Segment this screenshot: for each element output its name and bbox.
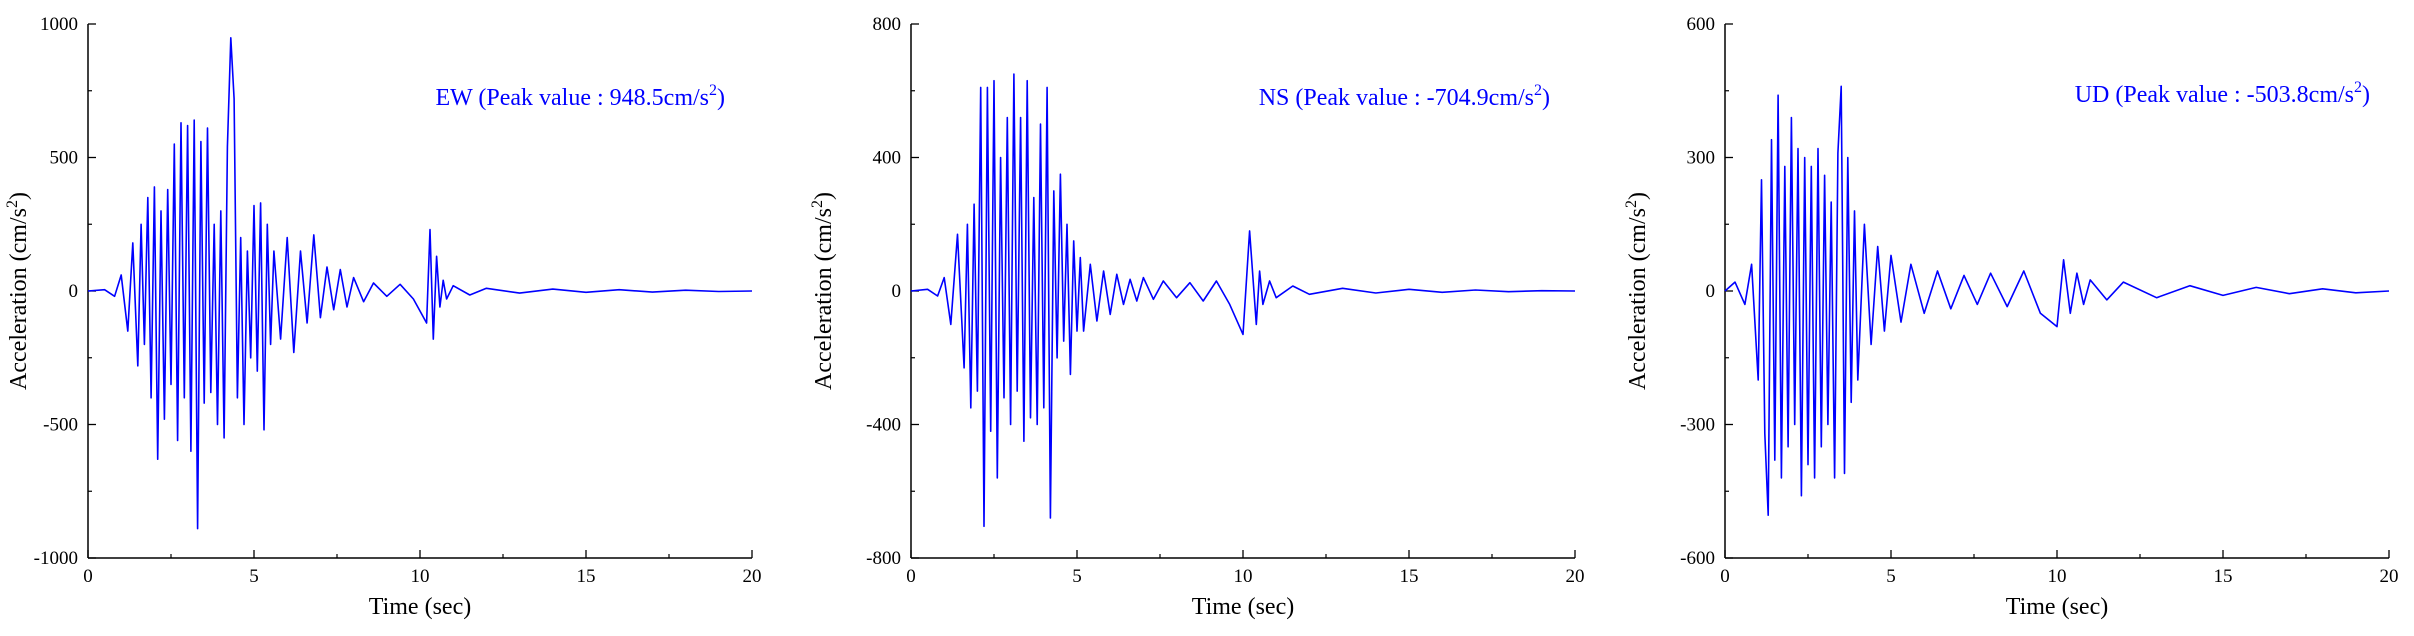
ns-x-axis-title: Time (sec): [1192, 594, 1294, 620]
ns-series-line: [910, 73, 1576, 528]
ns-peak-annotation: NS (Peak value : -704.9cm/s2): [1259, 82, 1550, 111]
ns-y-axis-title: Acceleration (cm/s2): [809, 192, 837, 390]
ud-series-line: [1724, 85, 2390, 517]
ew-x-tick-label: 20: [743, 566, 762, 587]
ud-x-tick-label: 0: [1720, 566, 1730, 587]
ns-y-tick-label: -400: [866, 415, 901, 436]
ns-peak-annotation-main: NS (Peak value : -704.9cm/s: [1259, 85, 1534, 111]
ns-x-tick-label: 0: [906, 566, 916, 587]
ns-y-tick-label: 800: [873, 14, 902, 35]
ud-x-tick-label: 20: [2380, 566, 2399, 587]
chart-ns: 0 5 10 15 20 -800 -400 0 400 800 Time (sec) Acceler…: [805, 0, 1610, 636]
ud-peak-annotation-suffix: ): [2362, 82, 2370, 108]
ud-y-tick-label: -300: [1680, 415, 1715, 436]
ns-x-tick-label: 10: [1234, 566, 1253, 587]
ns-peak-annotation-suffix: ): [1542, 85, 1550, 111]
ew-y-axis-title-main: Acceleration (cm/s: [6, 208, 32, 390]
ns-peak-annotation-sup: 2: [1534, 82, 1542, 99]
chart-ud: 0 5 10 15 20 -600 -300 0 300 600 Time (sec) Acceler…: [1610, 0, 2414, 636]
ns-y-axis-title-group: Acceleration (cm/s2): [809, 192, 837, 390]
ud-y-axis-title-suffix: ): [1625, 192, 1651, 200]
ud-peak-annotation-main: UD (Peak value : -503.8cm/s: [2075, 82, 2354, 108]
ew-y-tick-label: -500: [43, 415, 78, 436]
ns-x-tick-label: 5: [1072, 566, 1082, 587]
ew-y-axis-title-sup: 2: [4, 200, 21, 208]
ud-x-tick-label: 10: [2048, 566, 2067, 587]
ud-y-axis-title: Acceleration (cm/s2): [1623, 192, 1651, 390]
ns-y-tick-label: 400: [873, 148, 902, 169]
ew-peak-annotation-sup: 2: [709, 82, 717, 99]
ns-x-tick-label: 15: [1400, 566, 1419, 587]
ew-y-axis-title-group: Acceleration (cm/s2): [4, 192, 32, 390]
ew-x-tick-label: 15: [577, 566, 596, 587]
chart-ew-svg: 0 5 10 15 20 -1000 -500 0 500 1000 Time (sec) Accel…: [4, 14, 762, 620]
ew-y-tick-label: -1000: [34, 548, 78, 569]
ew-peak-annotation: EW (Peak value : 948.5cm/s2): [436, 82, 726, 111]
ud-y-axis-title-main: Acceleration (cm/s: [1625, 208, 1651, 390]
ud-peak-annotation: UD (Peak value : -503.8cm/s2): [2075, 79, 2370, 108]
ud-y-axis-title-sup: 2: [1623, 200, 1640, 208]
ud-peak-annotation-sup: 2: [2354, 79, 2362, 96]
chart-ud-svg: 0 5 10 15 20 -600 -300 0 300 600 Time (sec) Acceler…: [1623, 14, 2399, 620]
chart-ns-svg: 0 5 10 15 20 -800 -400 0 400 800 Time (sec) Acceler…: [809, 14, 1585, 620]
ew-x-tick-label: 0: [83, 566, 93, 587]
ns-y-axis-title-sup: 2: [809, 200, 826, 208]
ud-x-tick-label: 15: [2214, 566, 2233, 587]
ud-y-tick-label: 600: [1687, 14, 1716, 35]
ew-x-tick-label: 5: [249, 566, 259, 587]
ud-y-tick-label: 0: [1706, 281, 1716, 302]
ns-x-tick-label: 20: [1566, 566, 1585, 587]
ud-y-axis-title-group: Acceleration (cm/s2): [1623, 192, 1651, 390]
ud-x-tick-label: 5: [1886, 566, 1896, 587]
ew-y-tick-label: 0: [69, 281, 79, 302]
ns-y-axis-title-suffix: ): [811, 192, 837, 200]
ud-x-axis-title: Time (sec): [2006, 594, 2108, 620]
ew-peak-annotation-suffix: ): [717, 85, 725, 111]
chart-ew: 0 5 10 15 20 -1000 -500 0 500 1000 Time (sec) Accel…: [0, 0, 805, 636]
ns-y-tick-label: 0: [892, 281, 902, 302]
ew-y-axis-title: Acceleration (cm/s2): [4, 192, 32, 390]
ew-peak-annotation-main: EW (Peak value : 948.5cm/s: [436, 85, 710, 111]
ew-x-axis-title: Time (sec): [369, 594, 471, 620]
ns-y-tick-label: -800: [866, 548, 901, 569]
ew-x-tick-label: 10: [411, 566, 430, 587]
ud-y-tick-label: 300: [1687, 148, 1716, 169]
ew-series-line: [87, 36, 753, 530]
ew-y-axis-title-suffix: ): [6, 192, 32, 200]
ud-y-tick-label: -600: [1680, 548, 1715, 569]
ew-y-tick-label: 500: [50, 148, 79, 169]
ew-y-tick-label: 1000: [40, 14, 78, 35]
ns-y-axis-title-main: Acceleration (cm/s: [811, 208, 837, 390]
